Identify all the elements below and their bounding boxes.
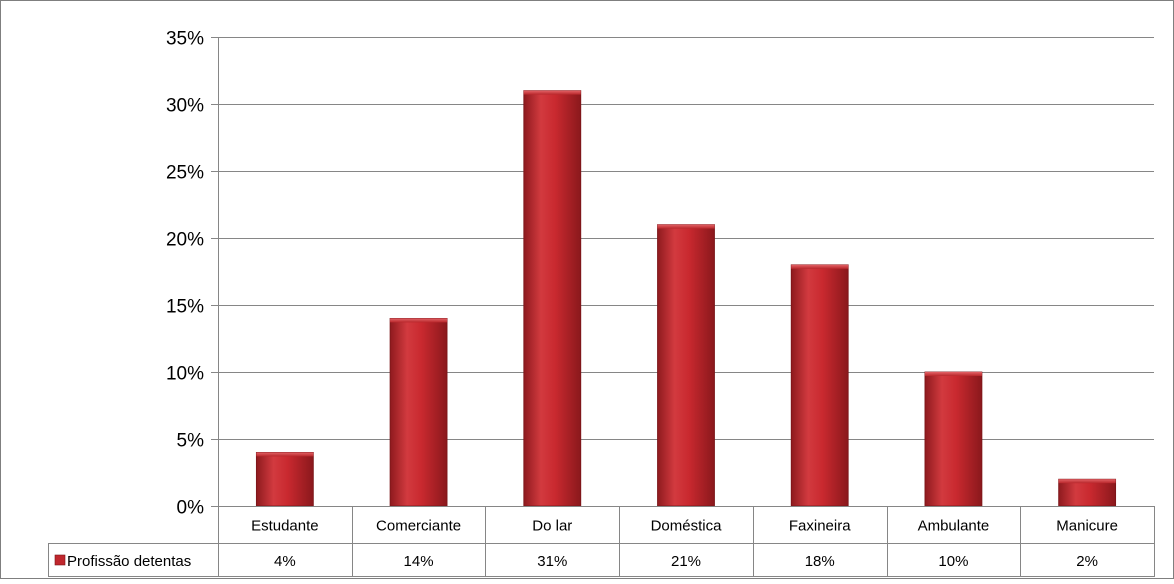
legend-label: Profissão detentas <box>67 553 191 570</box>
bar <box>523 90 582 507</box>
bar-top <box>256 452 314 457</box>
bar-do-lar <box>523 90 582 507</box>
bar-top <box>390 318 448 323</box>
bar <box>657 224 715 507</box>
bars <box>255 90 1117 507</box>
y-tick-label: 25% <box>166 163 204 184</box>
x-category-label: Do lar <box>532 518 572 535</box>
bar-comerciante <box>389 317 448 507</box>
bar-top <box>924 372 982 376</box>
x-category-label: Estudante <box>251 518 319 535</box>
x-category-label: Comerciante <box>376 518 461 535</box>
data-label: 2% <box>1076 553 1098 570</box>
y-tick-label: 10% <box>166 364 204 385</box>
data-label: 21% <box>671 553 701 570</box>
x-category-label: Doméstica <box>651 518 723 535</box>
y-tick-label: 30% <box>166 96 204 117</box>
y-tick-label: 35% <box>166 29 204 50</box>
x-category-label: Faxineira <box>789 518 851 535</box>
y-tick-label: 20% <box>166 230 204 251</box>
bar-doméstica <box>657 224 715 507</box>
bar-ambulante <box>924 371 983 507</box>
bar-top <box>523 90 581 95</box>
bar <box>790 264 849 507</box>
bar-top <box>657 224 715 229</box>
bar <box>389 317 448 507</box>
y-tick-label: 15% <box>166 297 204 318</box>
y-axis-tick-labels: 0% 5% 10% 15% 20% 25% 30% 35% <box>166 29 204 519</box>
data-label: 18% <box>805 553 835 570</box>
x-category-label: Manicure <box>1056 518 1118 535</box>
x-category-label: Ambulante <box>918 518 990 535</box>
bar-top <box>791 264 849 269</box>
bar-faxineira <box>790 264 849 507</box>
y-tick-label: 0% <box>177 498 205 519</box>
data-table: Estudante 4% Comerciante 14% Do lar 31% Domést… <box>48 506 1155 577</box>
y-tick-label: 5% <box>177 431 205 452</box>
bar <box>1058 478 1117 507</box>
bar <box>924 371 983 507</box>
legend-swatch <box>54 554 66 566</box>
data-label: 4% <box>274 553 296 570</box>
bar <box>255 451 314 507</box>
bar-manicure <box>1058 478 1117 507</box>
data-label: 14% <box>404 553 434 570</box>
data-label: 31% <box>537 553 567 570</box>
bar-top <box>1058 479 1116 484</box>
bar-estudante <box>255 451 314 507</box>
data-label: 10% <box>938 553 968 570</box>
